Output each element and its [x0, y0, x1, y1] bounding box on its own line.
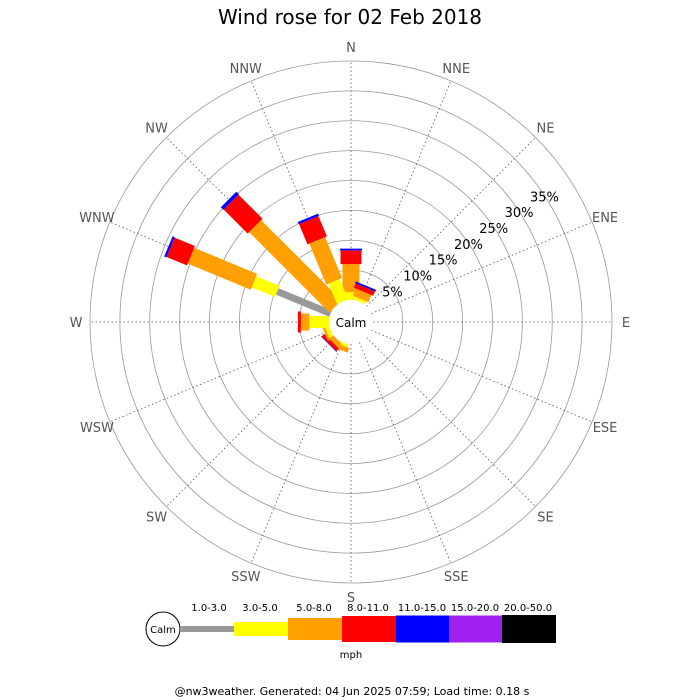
rose-bar-wsw-bin-1: [324, 324, 333, 338]
rose-bar-nne-bin-4: [355, 281, 377, 292]
rose-bar-n-bin-3: [340, 250, 362, 265]
grid-ring: [268, 239, 434, 405]
footer-text: @nw3weather. Generated: 04 Jun 2025 07:5…: [175, 685, 530, 698]
direction-label: NNW: [230, 62, 262, 77]
legend-swatch: [288, 618, 342, 640]
legend-swatch: [502, 615, 556, 643]
ring-label: 30%: [505, 206, 534, 221]
rose-bar-nnw-bin-2: [309, 237, 342, 285]
grid-ring: [209, 180, 493, 464]
calm-label: Calm: [336, 316, 367, 330]
rose-bar-wnw-bin-4: [164, 236, 175, 258]
direction-label: SW: [146, 510, 167, 525]
legend-calm-label: Calm: [150, 625, 176, 636]
ring-label: 25%: [479, 222, 508, 237]
legend-swatch: [449, 615, 503, 643]
polar-grid: [89, 60, 613, 584]
direction-label: S: [347, 591, 355, 606]
direction-labels: N NNE NE ENE E ESE SE SSE S SSW SW WSW W WNW NW NNW: [70, 41, 631, 606]
legend-label: 15.0-20.0: [451, 603, 499, 614]
legend-swatch: [180, 626, 234, 632]
direction-label: ESE: [593, 421, 618, 436]
direction-label: WSW: [80, 421, 114, 436]
legend-swatch: [396, 615, 450, 643]
direction-label: SSW: [231, 570, 261, 585]
rose-bar-wnw-bin-2: [187, 247, 258, 290]
ring-labels: 5%10%15%20%25%30%35%: [382, 190, 559, 300]
legend-label: 1.0-3.0: [191, 603, 226, 614]
legend-label: 20.0-50.0: [504, 603, 552, 614]
direction-label: WNW: [79, 211, 115, 226]
grid-ring: [238, 209, 464, 435]
rose-bar-nnw-bin-4: [297, 213, 319, 225]
legend-label: 5.0-8.0: [296, 603, 331, 614]
grid-ring: [149, 120, 553, 524]
calm-center: Calm: [329, 300, 373, 344]
direction-label: SE: [537, 510, 553, 525]
rose-bar-nne-bin-2: [352, 288, 372, 303]
direction-label: N: [346, 41, 356, 56]
legend-label: 11.0-15.0: [398, 603, 446, 614]
rose-bar-sw-bin-4: [320, 336, 337, 353]
legend-unit: mph: [340, 650, 362, 661]
rose-bars: [164, 191, 377, 353]
legend-label: 3.0-5.0: [242, 603, 277, 614]
direction-label: W: [70, 316, 83, 331]
rose-bar-wnw-bin-1: [251, 276, 280, 297]
speed-legend: Calm 1.0-3.0 3.0-5.0 5.0-8.0 8.0-11.0 11.0-15…: [145, 603, 556, 661]
rose-bar-nw-bin-4: [220, 191, 239, 210]
calm-circle: [329, 300, 373, 344]
rose-bar-nw-bin-3: [223, 194, 263, 234]
rose-bar-wsw-bin-2: [321, 324, 331, 341]
chart-title: Wind rose for 02 Feb 2018: [218, 5, 482, 29]
grid-ring: [89, 60, 613, 584]
direction-label: E: [622, 316, 630, 331]
legend-swatch: [342, 616, 396, 642]
direction-label: SSE: [444, 570, 469, 585]
rose-bar-w-bin-3: [297, 311, 301, 333]
legend-swatch: [234, 622, 288, 636]
ring-label: 15%: [429, 254, 458, 269]
rose-bar-sw-bin-3: [321, 333, 340, 352]
ring-label: 20%: [454, 238, 483, 253]
rose-bar-w-bin-2: [300, 313, 310, 331]
direction-label: ENE: [592, 211, 618, 226]
ring-label: 10%: [403, 270, 432, 285]
rose-bar-w-bin-1: [309, 316, 329, 328]
legend-label: 8.0-11.0: [347, 603, 389, 614]
direction-label: NE: [536, 122, 554, 137]
rose-bar-wnw-bin-0: [275, 288, 332, 317]
rose-bar-nnw-bin-3: [299, 216, 327, 245]
direction-label: NW: [145, 122, 168, 137]
ring-label: 5%: [382, 285, 403, 300]
rose-bar-nne-bin-3: [353, 283, 376, 296]
rose-bar-nnw-bin-1: [328, 279, 349, 304]
direction-label: NNE: [442, 62, 470, 77]
rose-bar-wnw-bin-3: [166, 237, 195, 266]
rose-bar-nw-bin-2: [249, 220, 342, 313]
rose-bar-nne-bin-1: [353, 296, 367, 304]
rose-bar-n-bin-4: [340, 248, 362, 251]
ring-label: 35%: [530, 190, 559, 205]
